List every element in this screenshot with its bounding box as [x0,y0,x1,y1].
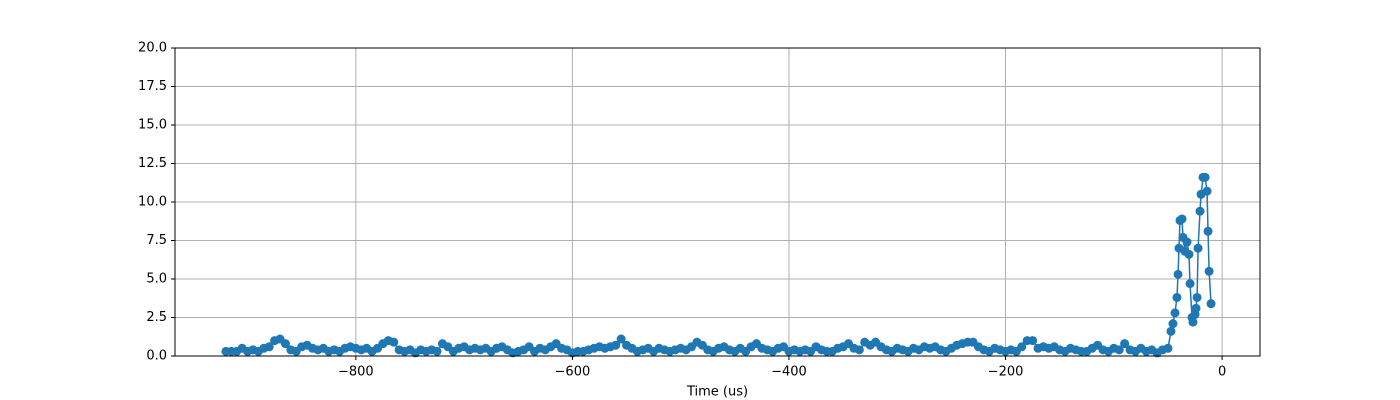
data-point [1170,308,1180,318]
y-tick-label: 20.0 [138,41,167,56]
data-point [264,342,274,352]
data-point [1172,292,1182,302]
x-tick-label: −600 [555,365,591,380]
data-point [1203,226,1213,236]
data-point [280,339,290,349]
data-point [1163,343,1173,353]
data-point [389,337,399,347]
data-point [1173,269,1183,279]
grid [175,47,1260,357]
data-point [1192,292,1202,302]
y-tick-label: 12.5 [138,156,167,171]
data-point [1188,317,1198,327]
data-point [1177,214,1187,224]
y-tick-label: 5.0 [146,272,167,287]
data-point [616,334,626,344]
data-point [1191,303,1201,313]
data-line [225,176,1212,354]
data-point [1185,279,1195,289]
data-point [1193,243,1203,253]
data-point [1204,266,1214,276]
data-point [1182,237,1192,247]
data-point [432,346,442,356]
data-point [1202,186,1212,196]
x-tick-label: −800 [338,365,374,380]
y-tick-label: 2.5 [146,310,167,325]
y-tick-label: 17.5 [138,79,167,94]
data-point [1166,326,1176,336]
data-point [1206,299,1216,309]
data-point [1195,206,1205,216]
data-point [1028,336,1038,346]
data-point [1120,339,1130,349]
x-tick-label: 0 [1218,365,1226,380]
data-point [1017,342,1027,352]
y-tick-label: 10.0 [138,195,167,210]
x-axis-label: Time (us) [686,385,748,400]
data-point [1184,249,1194,259]
y-tick-label: 0.0 [146,349,167,364]
x-tick-label: −200 [988,365,1024,380]
data-point [611,340,621,350]
data-point [1114,345,1124,355]
y-tick-label: 15.0 [138,118,167,133]
y-tick-label: 7.5 [146,233,167,248]
plot-area [221,172,1216,358]
x-tick-label: −400 [771,365,807,380]
data-point [854,345,864,355]
data-point [1168,319,1178,329]
data-point [1200,172,1210,182]
